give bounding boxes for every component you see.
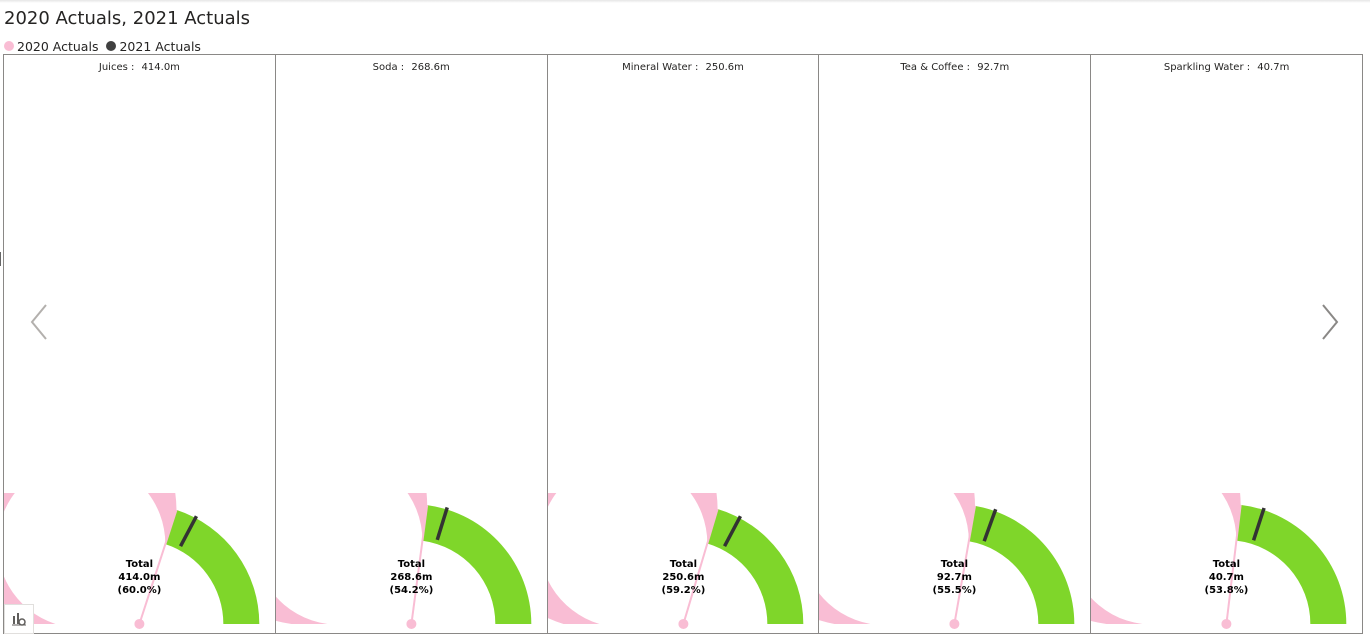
gauge-actual-arc: [275, 493, 427, 624]
gauge: Total 92.7m (55.5%): [819, 493, 1090, 633]
gauge-needle: [410, 504, 428, 625]
legend-label-2020: 2020 Actuals: [17, 38, 99, 54]
gauge-panel-juices[interactable]: Juices : 414.0m Total 414.0m (60.0%): [4, 55, 276, 633]
panel-category: Soda: [372, 62, 398, 73]
chevron-left-icon[interactable]: [28, 302, 50, 342]
gauge-needle-pivot: [677, 618, 688, 629]
gauge-total-percent: (59.2%): [661, 585, 705, 596]
gauge-remaining-arc: [165, 509, 260, 624]
gauge-total-value: 268.6m: [390, 572, 432, 583]
panel-value: 92.7m: [977, 62, 1010, 73]
legend-marker-2020: [4, 41, 14, 51]
gauge-total-percent: (60.0%): [118, 585, 162, 596]
panel-value: 268.6m: [411, 62, 450, 73]
panel-value: 250.6m: [705, 62, 744, 73]
panel-title: Juices : 414.0m: [98, 62, 180, 73]
gauge-needle-pivot: [406, 618, 417, 629]
gauge-needle: [1225, 504, 1242, 625]
side-marker: [0, 252, 1, 266]
gauge-target-marker: [178, 515, 198, 548]
gauge-remaining-arc: [1236, 504, 1347, 624]
panel-title: Sparkling Water : 40.7m: [1163, 62, 1290, 73]
panel-title: Soda : 268.6m: [372, 62, 450, 73]
gauge-total-label: Total: [669, 559, 696, 570]
gauge-actual-arc: [819, 493, 976, 624]
panel-category: Mineral Water: [622, 62, 692, 73]
gauge-actual-arc: [547, 493, 718, 624]
gauge-svg: Total 40.7m (53.8%): [1091, 493, 1347, 629]
gauge-svg: Total 92.7m (55.5%): [819, 493, 1075, 629]
legend-label-2021: 2021 Actuals: [119, 38, 201, 54]
gauge-panel-tea-coffee[interactable]: Tea & Coffee : 92.7m Total 92.7m (55.5%): [819, 55, 1092, 633]
gauge-needle: [682, 508, 719, 625]
legend-marker-2021: [106, 41, 117, 51]
panel-category: Juices: [98, 62, 128, 73]
gauge-svg: Total 268.6m (54.2%): [275, 493, 532, 629]
gauge-total-label: Total: [126, 559, 153, 570]
gauge-total-percent: (54.2%): [389, 585, 433, 596]
gauge-svg: Total 250.6m (59.2%): [547, 493, 803, 629]
gauge-total-label: Total: [941, 559, 968, 570]
gauge-actual-arc: [1091, 493, 1241, 624]
panel-category: Sparkling Water: [1163, 62, 1244, 73]
gauge: Total 268.6m (54.2%): [275, 493, 547, 633]
gauge-target-marker: [982, 508, 998, 542]
gauge: Total 414.0m (60.0%): [4, 493, 275, 633]
gauge-total-percent: (53.8%): [1205, 585, 1249, 596]
gauge-total-label: Total: [1213, 559, 1240, 570]
gauge-total-value: 250.6m: [662, 572, 704, 583]
chart-title: 2020 Actuals, 2021 Actuals: [4, 8, 251, 29]
gauge-needle: [953, 505, 977, 625]
gauge-total-percent: (55.5%): [933, 585, 977, 596]
gauge-panel-mineral-water[interactable]: Mineral Water : 250.6m Total 250.6m (59.2%…: [547, 55, 820, 633]
visual-options-icon[interactable]: [4, 604, 34, 634]
gauge-total-label: Total: [398, 559, 425, 570]
gauge-needle-pivot: [949, 618, 960, 629]
panel-title: Mineral Water : 250.6m: [622, 62, 744, 73]
gauge-total-value: 92.7m: [937, 572, 972, 583]
gauge: Total 40.7m (53.8%): [1091, 493, 1362, 633]
gauge-total-value: 414.0m: [118, 572, 160, 583]
panel-value: 40.7m: [1257, 62, 1290, 73]
gauge-remaining-arc: [422, 505, 532, 624]
panel-category: Tea & Coffee: [900, 62, 964, 73]
gauge-svg: Total 414.0m (60.0%): [4, 493, 260, 629]
gauge-needle-pivot: [134, 618, 145, 629]
gauge-target-marker: [722, 515, 742, 548]
gauge-panel-sparkling-water[interactable]: Sparkling Water : 40.7m Total 40.7m (53.8%…: [1091, 55, 1362, 633]
gauge-target-marker: [1252, 507, 1266, 541]
gauge-panel-soda[interactable]: Soda : 268.6m Total 268.6m (54.2%): [275, 55, 548, 633]
gauge-needle: [138, 509, 178, 625]
gauge: Total 250.6m (59.2%): [547, 493, 819, 633]
panel-title: Tea & Coffee : 92.7m: [900, 62, 1010, 73]
chevron-right-icon[interactable]: [1319, 302, 1341, 342]
gauge-needle-pivot: [1221, 618, 1232, 629]
legend: 2020 Actuals 2021 Actuals: [4, 38, 209, 54]
gauge-remaining-arc: [706, 509, 803, 624]
top-divider: [0, 0, 1370, 3]
small-multiples-grid: Juices : 414.0m Total 414.0m (60.0%) Soda …: [3, 54, 1363, 634]
panel-value: 414.0m: [141, 62, 180, 73]
gauge-total-value: 40.7m: [1209, 572, 1244, 583]
legend-item-2020[interactable]: 2020 Actuals: [4, 39, 98, 54]
gauge-remaining-arc: [969, 505, 1075, 624]
gauge-target-marker: [435, 506, 449, 541]
legend-item-2021[interactable]: 2021 Actuals: [106, 38, 201, 54]
